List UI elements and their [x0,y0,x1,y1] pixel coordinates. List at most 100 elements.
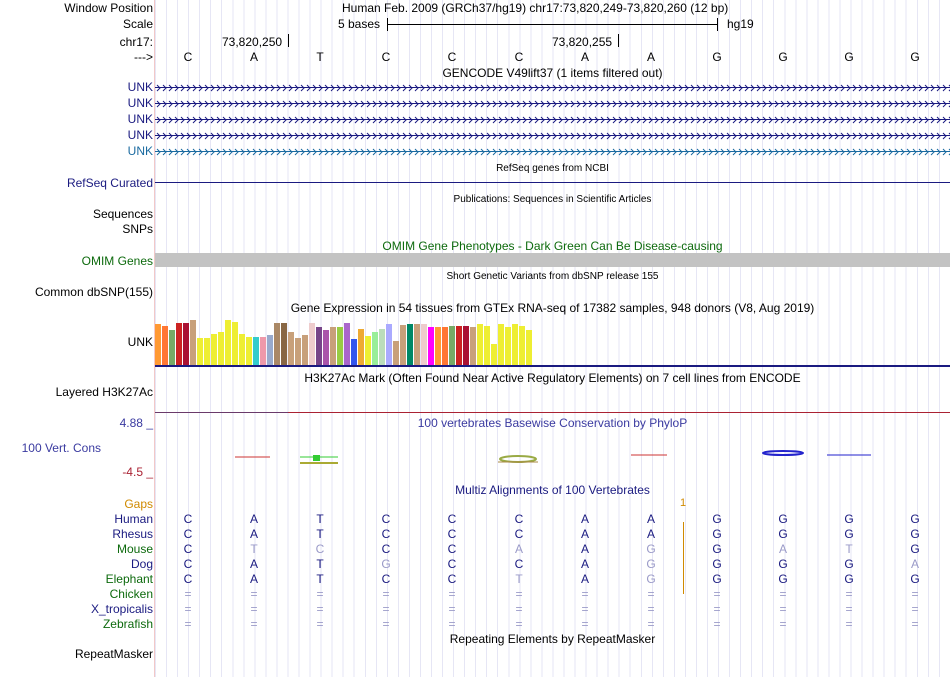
gtex-tissue-bar[interactable] [176,323,182,365]
gtex-tissue-bar[interactable] [512,324,518,365]
gtex-tissue-bar[interactable] [519,326,525,365]
gtex-tissue-bar[interactable] [442,327,448,365]
gtex-tissue-bar[interactable] [463,326,469,365]
gtex-title[interactable]: Gene Expression in 54 tissues from GTEx … [290,301,815,315]
multiz-title[interactable]: Multiz Alignments of 100 Vertebrates [455,483,650,497]
gtex-tissue-bar[interactable] [393,341,399,365]
dbsnp-title[interactable]: Short Genetic Variants from dbSNP releas… [446,271,659,282]
gencode-row-label[interactable]: UNK [127,144,153,158]
gtex-tissue-bar[interactable] [253,337,259,365]
gencode-transcript[interactable] [155,147,950,157]
species-label[interactable]: Elephant [105,572,153,586]
gtex-tissue-bar[interactable] [449,326,455,365]
species-label[interactable]: Rhesus [112,527,153,541]
gtex-tissue-bar[interactable] [197,338,203,365]
phylop-plot[interactable] [155,440,950,475]
gtex-tissue-bar[interactable] [204,338,210,365]
gtex-tissue-bar[interactable] [246,337,252,365]
gtex-tissue-bar[interactable] [260,337,266,365]
publications-title[interactable]: Publications: Sequences in Scientific Ar… [453,194,652,205]
gtex-tissue-bar[interactable] [379,329,385,365]
refseq-title[interactable]: RefSeq genes from NCBI [496,163,609,174]
gtex-tissue-bar[interactable] [386,324,392,365]
species-label[interactable]: Dog [130,557,153,571]
omim-title[interactable]: OMIM Gene Phenotypes - Dark Green Can Be… [382,239,723,253]
gtex-tissue-bar[interactable] [232,322,238,365]
window-position-value[interactable]: Human Feb. 2009 (GRCh37/hg19) chr17:73,8… [342,1,729,15]
gaps-label[interactable]: Gaps [124,497,153,511]
gtex-tissue-bar[interactable] [351,339,357,365]
h3k27ac-title[interactable]: H3K27Ac Mark (Often Found Near Active Re… [304,371,801,385]
gtex-tissue-bar[interactable] [498,324,504,365]
gencode-row-label[interactable]: UNK [127,112,153,126]
gtex-tissue-bar[interactable] [274,323,280,365]
gtex-tissue-bar[interactable] [309,323,315,365]
aligned-base: C [381,512,391,526]
gtex-tissue-bar[interactable] [428,327,434,365]
gtex-tissue-bar[interactable] [477,324,483,365]
gtex-bar-chart[interactable] [155,318,950,365]
gencode-row-label[interactable]: UNK [127,96,153,110]
gencode-row-label[interactable]: UNK [127,80,153,94]
gencode-transcript[interactable] [155,83,950,93]
gtex-tissue-bar[interactable] [421,324,427,365]
omim-gene-bar[interactable] [155,253,950,267]
gtex-tissue-bar[interactable] [344,323,350,365]
sequences-label[interactable]: Sequences [92,207,153,221]
gtex-tissue-bar[interactable] [218,332,224,365]
gtex-tissue-bar[interactable] [288,332,294,365]
dbsnp-label[interactable]: Common dbSNP(155) [34,285,153,299]
refseq-gene-line[interactable] [155,182,950,183]
gtex-tissue-bar[interactable] [225,320,231,365]
phylop-label[interactable]: 100 Vert. Cons [21,441,101,455]
gtex-tissue-bar[interactable] [239,334,245,365]
gtex-tissue-bar[interactable] [456,326,462,365]
gencode-title[interactable]: GENCODE V49lift37 (1 items filtered out) [442,66,663,80]
gtex-tissue-bar[interactable] [211,334,217,365]
gtex-tissue-bar[interactable] [400,325,406,365]
gtex-tissue-bar[interactable] [484,326,490,365]
gtex-tissue-bar[interactable] [505,327,511,365]
h3k27ac-label[interactable]: Layered H3K27Ac [55,385,153,399]
phylop-title[interactable]: 100 vertebrates Basewise Conservation by… [417,416,688,430]
gencode-row-label[interactable]: UNK [127,128,153,142]
gtex-tissue-bar[interactable] [169,330,175,365]
refseq-label[interactable]: RefSeq Curated [66,176,153,190]
gtex-tissue-bar[interactable] [407,324,413,365]
gtex-tissue-bar[interactable] [337,327,343,365]
repeat-title[interactable]: Repeating Elements by RepeatMasker [449,632,656,646]
gtex-tissue-bar[interactable] [281,323,287,365]
gtex-tissue-bar[interactable] [155,324,161,365]
gtex-tissue-bar[interactable] [358,329,364,365]
gtex-tissue-bar[interactable] [491,344,497,365]
gtex-tissue-bar[interactable] [302,335,308,365]
omim-label[interactable]: OMIM Genes [81,254,153,268]
gtex-tissue-bar[interactable] [295,338,301,365]
species-label[interactable]: X_tropicalis [90,602,153,616]
gencode-transcript[interactable] [155,115,950,125]
gtex-tissue-bar[interactable] [316,327,322,365]
gtex-tissue-bar[interactable] [330,327,336,365]
gtex-tissue-bar[interactable] [372,332,378,365]
repeat-label[interactable]: RepeatMasker [74,647,153,661]
species-label[interactable]: Human [114,512,153,526]
strand-chevron [450,116,455,124]
gtex-tissue-bar[interactable] [526,330,532,365]
gtex-tissue-bar[interactable] [267,335,273,365]
gtex-tissue-bar[interactable] [183,323,189,365]
gtex-tissue-bar[interactable] [162,326,168,365]
gtex-tissue-bar[interactable] [323,330,329,365]
species-label[interactable]: Chicken [109,587,153,601]
species-label[interactable]: Mouse [116,542,153,556]
gtex-tissue-bar[interactable] [365,336,371,365]
gtex-tissue-bar[interactable] [414,324,420,365]
snps-label[interactable]: SNPs [122,222,153,236]
gtex-tissue-bar[interactable] [190,320,196,365]
gencode-transcript[interactable] [155,99,950,109]
gtex-tissue-bar[interactable] [470,327,476,365]
gencode-transcript[interactable] [155,131,950,141]
species-label[interactable]: Zebrafish [102,617,153,631]
strand-chevron [456,100,461,108]
gtex-label[interactable]: UNK [127,335,153,349]
gtex-tissue-bar[interactable] [435,327,441,365]
